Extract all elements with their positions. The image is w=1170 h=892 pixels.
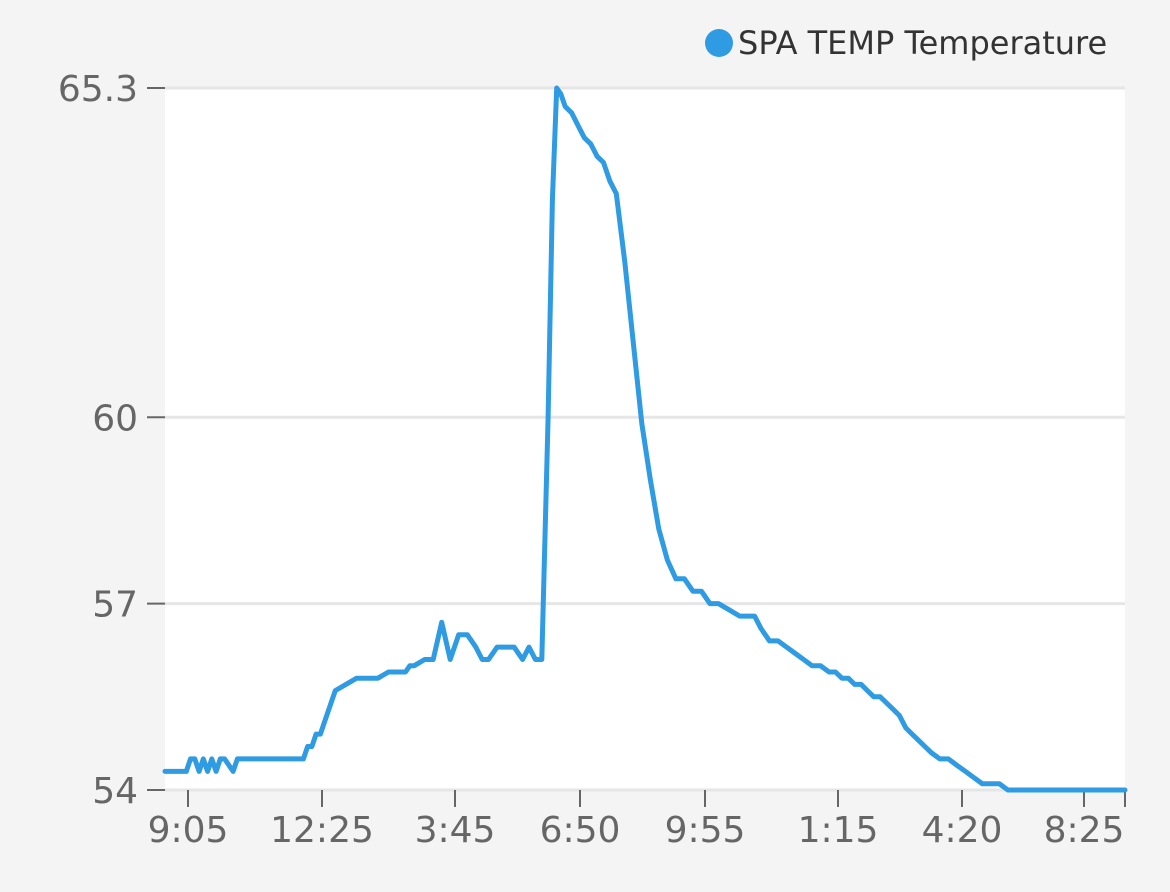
y-tick-label: 54	[92, 771, 138, 812]
x-tick-label: 3:45	[415, 810, 496, 851]
x-tick-label: 9:05	[148, 810, 229, 851]
x-tick-label: 4:20	[922, 810, 1003, 851]
x-tick-label: 1:15	[798, 810, 879, 851]
y-tick-label: 60	[92, 398, 138, 439]
y-axis: 54 57 60 65.3	[58, 69, 165, 812]
legend[interactable]: SPA TEMP Temperature	[705, 24, 1107, 62]
x-tick-label: 12:25	[270, 810, 374, 851]
legend-marker-icon	[705, 29, 733, 57]
x-tick-label: 9:55	[665, 810, 746, 851]
x-axis: 9:05 12:25 3:45 6:50 9:55 1:15 4:20 8:25	[148, 790, 1126, 851]
legend-label: SPA TEMP Temperature	[738, 24, 1107, 62]
series-line-spa-temp	[162, 85, 1128, 793]
x-tick-label: 6:50	[540, 810, 621, 851]
series-layer	[162, 85, 1128, 793]
y-tick-label: 57	[92, 585, 138, 626]
gridlines	[165, 86, 1125, 792]
y-tick-label: 65.3	[58, 69, 138, 110]
x-tick-label: 8:25	[1044, 810, 1125, 851]
